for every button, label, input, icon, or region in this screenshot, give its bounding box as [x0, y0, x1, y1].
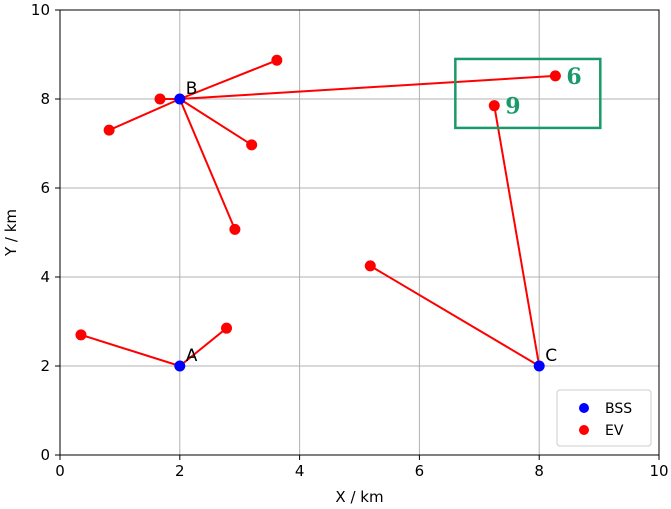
ev-point — [488, 100, 500, 112]
legend-ev-marker — [579, 425, 589, 435]
bss-point — [174, 360, 186, 372]
assignment-line — [369, 265, 540, 367]
legend: BSS EV — [556, 389, 652, 447]
ev-point — [75, 329, 87, 341]
y-tick-label: 4 — [40, 268, 50, 286]
ev-point — [271, 54, 283, 66]
ev-point — [364, 260, 376, 272]
legend-bss-marker — [579, 403, 589, 413]
bss-point — [174, 93, 186, 105]
ev-annotation-label: 9 — [505, 94, 520, 120]
assignment-line — [179, 327, 228, 367]
y-axis-label: Y / km — [2, 209, 20, 257]
station-label: A — [186, 346, 198, 366]
point-labels: A B C 6 9 — [186, 57, 602, 366]
y-tick-label: 2 — [40, 357, 50, 375]
data-points — [75, 54, 561, 372]
y-tick-label: 10 — [31, 1, 50, 19]
ev-point — [103, 124, 115, 136]
legend-bss-label: BSS — [605, 401, 632, 417]
x-tick-label: 4 — [295, 462, 305, 480]
y-tick-label: 6 — [40, 179, 50, 197]
assignment-line — [80, 333, 181, 367]
highlight-box — [454, 57, 602, 130]
legend-ev-label: EV — [605, 423, 624, 439]
station-label: C — [545, 346, 557, 366]
x-tick-label: 10 — [649, 462, 668, 480]
y-tick-label: 8 — [40, 90, 50, 108]
x-axis-label: X / km — [335, 488, 383, 506]
assignment-lines — [80, 59, 556, 367]
ev-point — [549, 70, 561, 82]
plot-frame — [59, 9, 660, 456]
x-tick-label: 2 — [175, 462, 185, 480]
ev-point — [229, 223, 241, 235]
x-tick-label: 6 — [415, 462, 425, 480]
station-label: B — [186, 79, 198, 99]
x-tick-label: 8 — [534, 462, 544, 480]
bss-point — [533, 360, 545, 372]
assignment-line — [178, 98, 236, 230]
assignment-line — [108, 98, 181, 132]
assignment-line — [493, 105, 541, 367]
y-tick-label: 0 — [40, 446, 50, 464]
assignment-line — [179, 74, 556, 100]
assignment-line — [179, 59, 278, 100]
legend-box — [556, 389, 652, 447]
ev-point — [154, 93, 166, 105]
ev-point — [246, 139, 258, 151]
ev-point — [221, 322, 233, 334]
assignment-line — [179, 98, 253, 146]
x-tick-label: 0 — [55, 462, 65, 480]
ev-annotation-label: 6 — [566, 64, 581, 90]
axis-ticks: 0 2 4 6 8 10 0 2 4 6 8 10 — [31, 1, 669, 480]
